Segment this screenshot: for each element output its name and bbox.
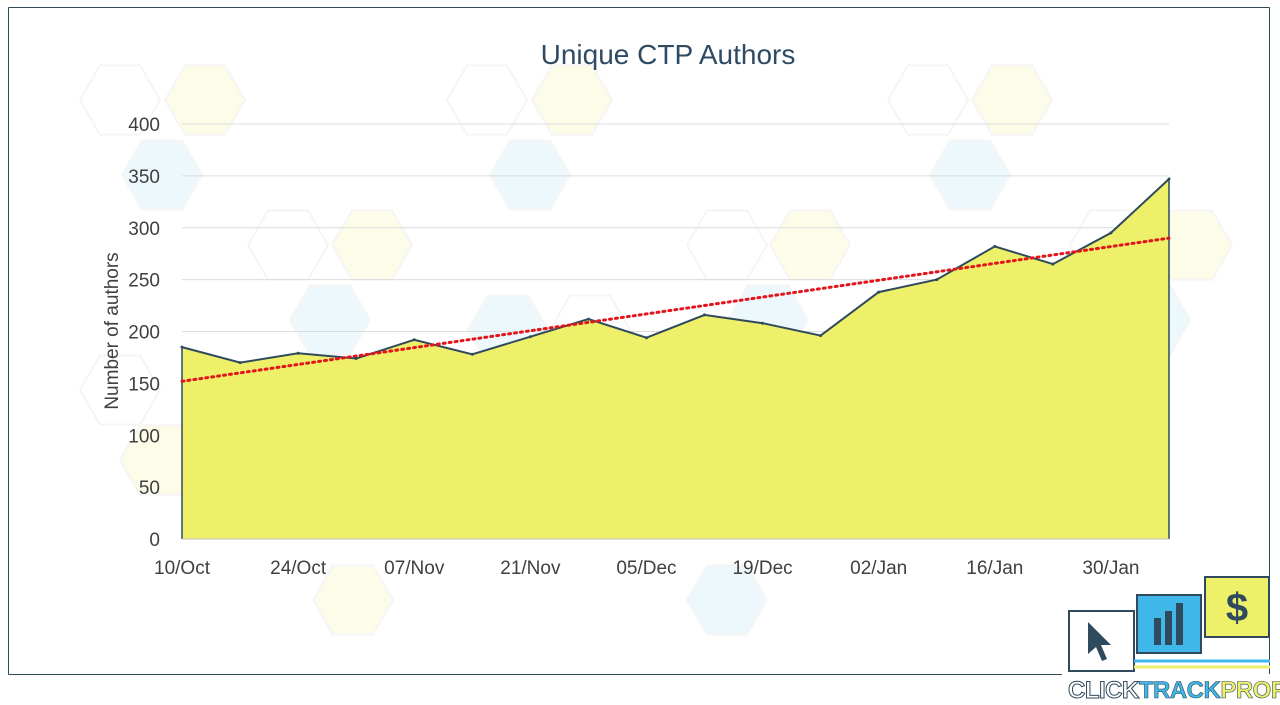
data-point	[935, 278, 939, 282]
y-tick-label: 200	[128, 323, 160, 344]
x-tick-label: 07/Nov	[384, 558, 445, 579]
watermark-hexagon	[685, 209, 769, 281]
watermark-hexagon	[530, 64, 614, 136]
area-series	[181, 178, 1170, 540]
data-point	[238, 361, 242, 365]
data-point	[412, 338, 416, 342]
x-tick-label: 02/Jan	[850, 558, 907, 579]
y-tick-label: 150	[128, 374, 160, 395]
data-point	[703, 313, 706, 317]
x-tick-label: 24/Oct	[270, 558, 327, 579]
watermark-hexagon	[886, 64, 970, 136]
y-axis-ticks: 0 50 100 150 200 250 300 350 400	[128, 115, 160, 551]
data-point	[993, 244, 997, 248]
data-point	[1109, 231, 1113, 235]
watermark-hexagon	[970, 64, 1054, 136]
data-point	[296, 351, 300, 355]
x-axis-ticks: 10/Oct 24/Oct 07/Nov 21/Nov 05/Dec 19/Dec 02/J…	[154, 558, 1139, 579]
data-points	[180, 177, 1171, 365]
watermark-hexagon	[330, 209, 414, 281]
trendline	[180, 236, 1171, 383]
x-tick-label: 10/Oct	[154, 558, 211, 579]
x-tick-label: 05/Dec	[616, 558, 676, 579]
data-point	[470, 352, 474, 356]
y-tick-label: 100	[128, 426, 160, 447]
bar-chart-icon	[1136, 594, 1202, 654]
data-point	[180, 345, 184, 349]
data-point	[528, 335, 532, 339]
y-tick-label: 50	[139, 478, 160, 499]
data-point	[586, 317, 590, 321]
logo-wordmark: CLICKTRACKPROFIT	[1068, 677, 1280, 704]
y-tick-label: 400	[128, 115, 160, 136]
chart-title: Unique CTP Authors	[541, 39, 796, 70]
watermark-hexagon	[78, 354, 162, 426]
trendline-linear	[180, 236, 1171, 383]
data-point	[1051, 262, 1055, 266]
data-point	[645, 336, 648, 340]
area-line	[181, 178, 1170, 364]
data-point	[1167, 177, 1171, 181]
y-tick-label: 0	[149, 530, 160, 551]
area-fill	[182, 179, 1169, 539]
cursor-icon	[1068, 610, 1135, 672]
watermark-hexagon	[311, 564, 395, 636]
y-tick-label: 250	[128, 271, 160, 292]
watermark-hexagon	[928, 139, 1012, 211]
y-tick-label: 300	[128, 219, 160, 240]
watermark-hexagon	[685, 564, 769, 636]
logo-dollar: $	[1226, 586, 1248, 630]
x-tick-label: 16/Jan	[966, 558, 1023, 579]
data-point	[819, 334, 823, 338]
watermark-hexagon	[163, 64, 247, 136]
data-point	[354, 357, 358, 360]
watermark-hexagon	[488, 139, 572, 211]
logo-word-click: CLICK	[1068, 677, 1140, 704]
watermark-hexagon	[78, 64, 162, 136]
watermark-hexagon	[288, 284, 372, 356]
watermark-hexagon	[445, 64, 529, 136]
y-tick-label: 350	[128, 167, 160, 188]
data-point	[761, 321, 765, 325]
watermark-hexagon	[768, 209, 852, 281]
x-tick-label: 21/Nov	[500, 558, 561, 579]
x-tick-label: 19/Dec	[732, 558, 792, 579]
watermark-hexagon	[118, 424, 202, 496]
watermark-hexagon	[120, 139, 204, 211]
watermark-pattern	[78, 64, 1234, 636]
watermark-hexagon	[246, 209, 330, 281]
data-point	[877, 290, 881, 294]
logo-background	[1062, 674, 1274, 704]
logo-word-track: TRACK	[1139, 677, 1222, 704]
logo-word-profit: PROFIT	[1220, 677, 1280, 704]
y-axis-label: Number of authors	[102, 252, 123, 409]
dollar-icon: $	[1204, 576, 1270, 638]
x-tick-label: 30/Jan	[1082, 558, 1139, 579]
clicktrackprofit-logo: $ CLICKTRACKPROFIT	[1062, 576, 1280, 705]
